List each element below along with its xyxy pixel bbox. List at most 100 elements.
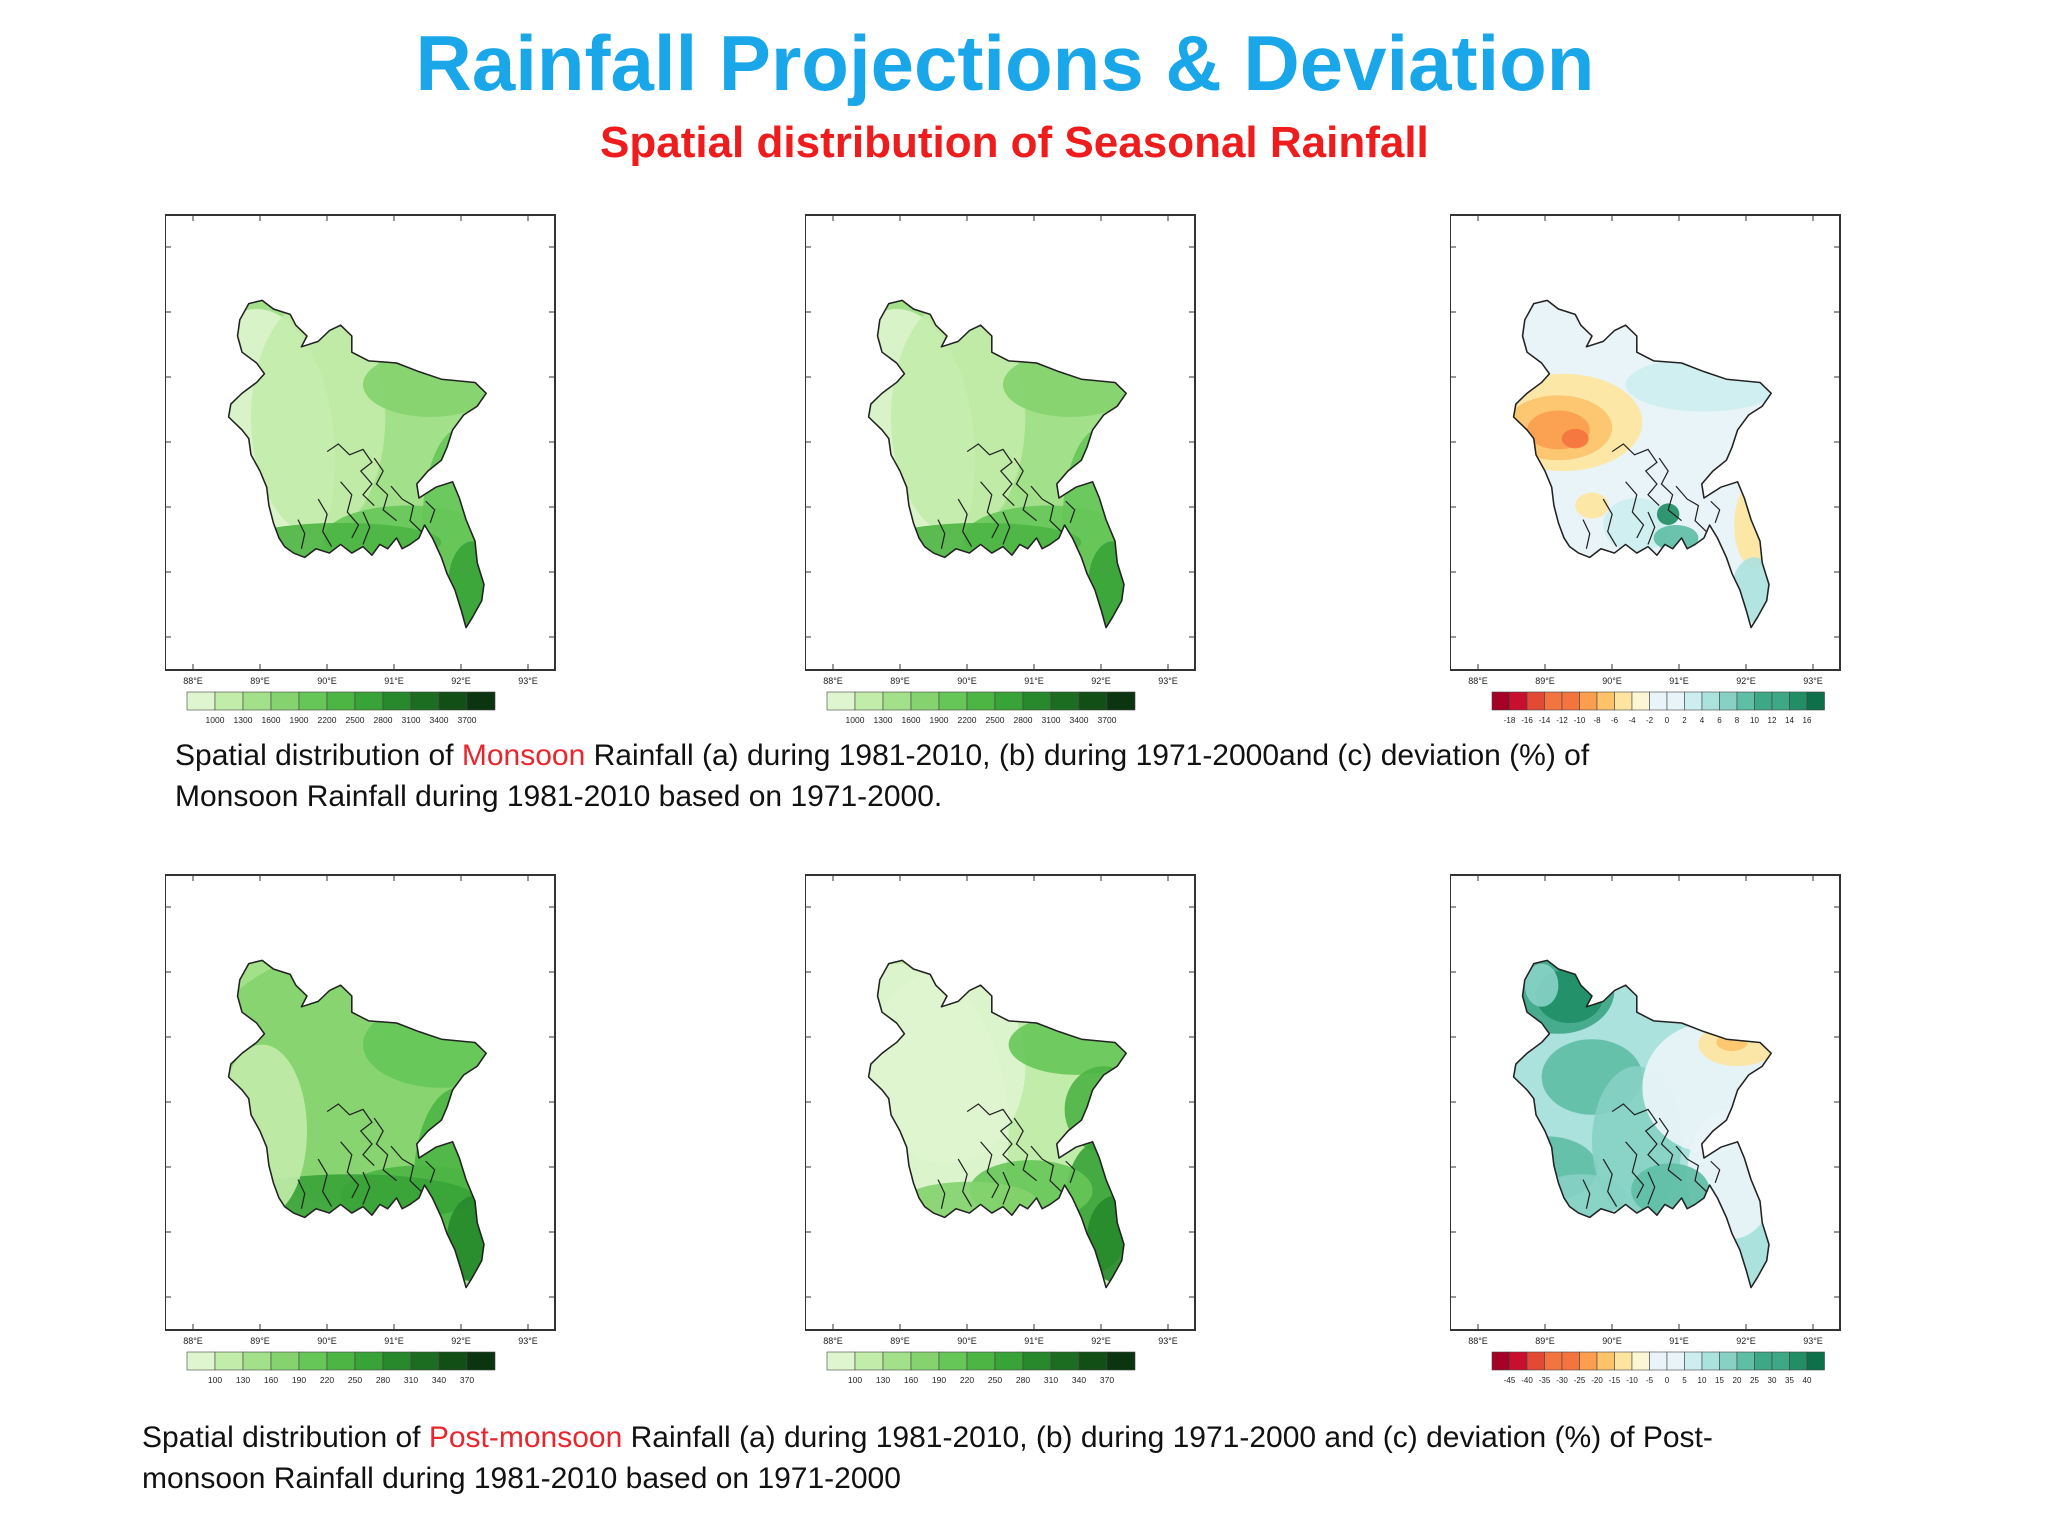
colorbar-tick-label: 2 [1682, 716, 1687, 725]
colorbar-tick-label: 160 [904, 1375, 918, 1385]
colorbar-tick-label: 250 [348, 1375, 362, 1385]
map-panel-post-monsoon-b: 27°N26°N25°N24°N23°N22°N21°N88°E89°E90°E… [805, 865, 1196, 1385]
caption-post-monsoon: Spatial distribution of Post-monsoon Rai… [142, 1417, 2022, 1499]
colorbar: 100 130 160 190 220 250 280 310 340 370 [186, 1351, 496, 1385]
colorbar-tick-label: -30 [1556, 1376, 1568, 1385]
colorbar-tick-label: -16 [1521, 716, 1533, 725]
colorbar-tick-label: 2200 [958, 715, 977, 725]
colorbar-tick-label: 8 [1735, 716, 1740, 725]
country-boundary [227, 959, 487, 1289]
caption-line2: monsoon Rainfall during 1981-2010 based … [142, 1462, 901, 1495]
lon-tick-label: 89°E [250, 676, 270, 686]
colorbar-tick-label: 370 [1100, 1375, 1114, 1385]
map-panel-post-monsoon-c: 27°N26°N25°N24°N23°N22°N21°N88°E89°E90°E… [1450, 865, 1841, 1385]
colorbar-tick-label: 2500 [346, 715, 365, 725]
colorbar-tick-label: 20 [1733, 1376, 1742, 1385]
caption-monsoon: Spatial distribution of Monsoon Rainfall… [175, 735, 1875, 817]
colorbar-tick-label: 6 [1717, 716, 1722, 725]
colorbar-tick-label: -25 [1574, 1376, 1586, 1385]
lon-tick-label: 91°E [384, 1336, 404, 1346]
colorbar-tick-label: 100 [208, 1375, 222, 1385]
colorbar-tick-label: -40 [1521, 1376, 1533, 1385]
colorbar-tick-label: 2800 [1014, 715, 1033, 725]
colorbar-tick-label: 370 [460, 1375, 474, 1385]
lon-tick-label: 89°E [890, 1336, 910, 1346]
colorbar-tick-label: 280 [376, 1375, 390, 1385]
colorbar-tick-label: 25 [1750, 1376, 1759, 1385]
colorbar-tick-label: 340 [432, 1375, 446, 1385]
colorbar-tick-label: 1600 [902, 715, 921, 725]
colorbar-tick-label: -14 [1539, 716, 1551, 725]
lon-tick-label: 90°E [317, 1336, 337, 1346]
lon-tick-label: 92°E [451, 1336, 471, 1346]
lon-tick-label: 93°E [1158, 676, 1178, 686]
country-boundary [1512, 299, 1772, 629]
lon-tick-label: 90°E [1602, 676, 1622, 686]
colorbar-tick-label: 5 [1682, 1376, 1687, 1385]
map-figure: 27°N26°N25°N24°N23°N22°N21°N88°E89°E90°E… [805, 874, 1196, 1385]
map-panel-monsoon-c: 27°N26°N25°N24°N23°N22°N21°N88°E89°E90°E… [1450, 205, 1841, 725]
map-panel-monsoon-b: 27°N26°N25°N24°N23°N22°N21°N88°E89°E90°E… [805, 205, 1196, 725]
colorbar-tick-label: 2500 [986, 715, 1005, 725]
page-subtitle: Spatial distribution of Seasonal Rainfal… [600, 118, 1429, 167]
colorbar-tick-label: -35 [1539, 1376, 1551, 1385]
colorbar: 100 130 160 190 220 250 280 310 340 370 [826, 1351, 1136, 1385]
lon-tick-label: 93°E [518, 676, 538, 686]
colorbar-tick-label: 160 [264, 1375, 278, 1385]
colorbar-tick-label: -12 [1556, 716, 1568, 725]
lon-tick-label: 88°E [1468, 676, 1488, 686]
colorbar-tick-label: 3700 [458, 715, 477, 725]
lon-tick-label: 93°E [1803, 1336, 1823, 1346]
country-boundary [1512, 959, 1772, 1289]
map-figure: 27°N26°N25°N24°N23°N22°N21°N88°E89°E90°E… [1450, 214, 1841, 725]
colorbar-tick-label: -2 [1646, 716, 1654, 725]
colorbar-tick-label: 1900 [290, 715, 309, 725]
country-boundary [867, 959, 1127, 1289]
lon-tick-label: 92°E [1091, 676, 1111, 686]
map-figure: 27°N26°N25°N24°N23°N22°N21°N88°E89°E90°E… [165, 874, 556, 1385]
colorbar-tick-label: 3400 [1070, 715, 1089, 725]
lon-tick-label: 88°E [183, 1336, 203, 1346]
caption-line1-rest: Rainfall (a) during 1981-2010, (b) durin… [622, 1421, 1713, 1454]
colorbar-tick-label: 190 [292, 1375, 306, 1385]
colorbar-tick-label: 3700 [1098, 715, 1117, 725]
lon-tick-label: 90°E [957, 676, 977, 686]
colorbar-tick-label: -15 [1609, 1376, 1621, 1385]
colorbar-tick-label: -10 [1574, 716, 1586, 725]
caption-line2: Monsoon Rainfall during 1981-2010 based … [175, 780, 943, 813]
colorbar-tick-label: 3100 [402, 715, 421, 725]
caption-highlight: Post-monsoon [428, 1421, 623, 1454]
colorbar-tick-label: 3400 [430, 715, 449, 725]
colorbar-tick-label: 220 [960, 1375, 974, 1385]
lon-tick-label: 93°E [1158, 1336, 1178, 1346]
colorbar-tick-label: 280 [1016, 1375, 1030, 1385]
colorbar-tick-label: 250 [988, 1375, 1002, 1385]
lon-tick-label: 92°E [1091, 1336, 1111, 1346]
colorbar-tick-label: -45 [1504, 1376, 1516, 1385]
lon-tick-label: 91°E [1669, 676, 1689, 686]
caption-prefix: Spatial distribution of [142, 1421, 429, 1454]
lon-tick-label: 89°E [250, 1336, 270, 1346]
map-figure: 27°N26°N25°N24°N23°N22°N21°N88°E89°E90°E… [805, 214, 1196, 725]
lon-tick-label: 92°E [1736, 676, 1756, 686]
colorbar-tick-label: 0 [1665, 716, 1670, 725]
colorbar-tick-label: 1900 [930, 715, 949, 725]
lon-tick-label: 91°E [1024, 1336, 1044, 1346]
colorbar: 1000 1300 1600 1900 2200 2500 2800 3100 3400 3700 [826, 691, 1136, 725]
colorbar-tick-label: 130 [236, 1375, 250, 1385]
colorbar-tick-label: 35 [1785, 1376, 1794, 1385]
lon-tick-label: 88°E [1468, 1336, 1488, 1346]
colorbar-tick-label: 10 [1698, 1376, 1707, 1385]
lon-tick-label: 91°E [1669, 1336, 1689, 1346]
country-boundary [867, 299, 1127, 629]
map-figure: 27°N26°N25°N24°N23°N22°N21°N88°E89°E90°E… [165, 214, 556, 725]
colorbar: 1000 1300 1600 1900 2200 2500 2800 3100 3400 3700 [186, 691, 496, 725]
colorbar-tick-label: 340 [1072, 1375, 1086, 1385]
colorbar-tick-label: 130 [876, 1375, 890, 1385]
lon-tick-label: 91°E [384, 676, 404, 686]
country-boundary [227, 299, 487, 629]
colorbar-tick-label: 3100 [1042, 715, 1061, 725]
colorbar-tick-label: -8 [1593, 716, 1601, 725]
colorbar-tick-label: 220 [320, 1375, 334, 1385]
lon-tick-label: 90°E [317, 676, 337, 686]
